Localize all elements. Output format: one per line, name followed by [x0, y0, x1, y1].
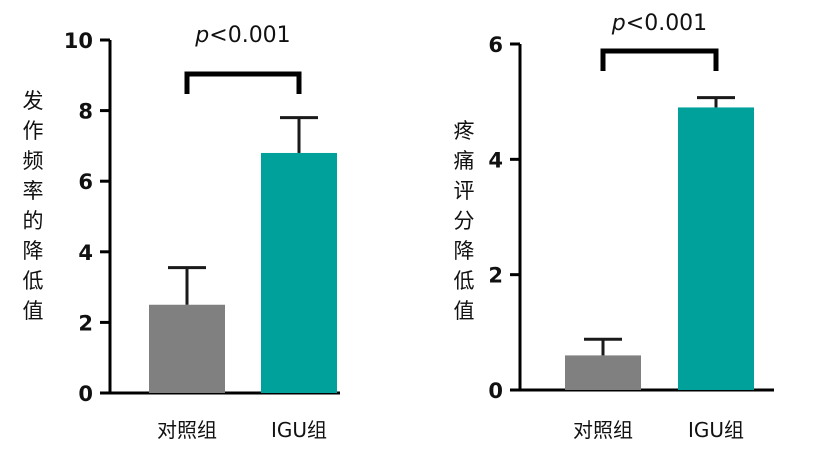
bar-igu: [678, 107, 754, 390]
y-tick-label: 2: [488, 264, 503, 288]
y-axis-label-char: 降: [23, 239, 44, 263]
y-tick-label: 4: [488, 148, 503, 172]
bar-control: [149, 304, 225, 393]
significance-label: p<0.001: [611, 11, 707, 36]
category-label: 对照组: [157, 418, 217, 442]
category-label: 对照组: [573, 418, 633, 442]
y-axis-label-char: 频: [23, 149, 44, 173]
y-axis-label-char: 值: [454, 299, 475, 323]
y-axis-ticks: 0 2 4 6: [488, 33, 520, 403]
y-axis-label-char: 评: [454, 179, 475, 203]
y-axis-label-char: 低: [23, 269, 44, 293]
significance-bracket: [184, 71, 302, 94]
y-axis-label-char: 疼: [454, 119, 475, 143]
category-label: IGU组: [271, 418, 327, 442]
y-axis-label-char: 降: [454, 239, 475, 263]
y-axis-label-char: 发: [23, 89, 44, 113]
y-tick-label: 2: [78, 311, 93, 335]
significance-prefix: p: [194, 23, 209, 48]
y-axis-label-char: 率: [23, 179, 44, 203]
y-axis-ticks: 0 2 4 6 8 10: [64, 29, 110, 406]
error-bars: [584, 96, 735, 356]
y-tick-label: 0: [78, 382, 93, 406]
y-axis-label: 发作频率的降低值: [23, 89, 44, 323]
y-tick-label: 10: [64, 29, 93, 53]
category-label: IGU组: [688, 418, 744, 442]
y-axis-label-char: 分: [454, 209, 475, 233]
y-axis-label-char: 低: [454, 269, 475, 293]
y-axis-label: 疼痛评分降低值: [454, 119, 475, 323]
significance-prefix: p: [611, 11, 626, 36]
significance-value: <0.001: [626, 11, 707, 36]
category-labels: 对照组 IGU组: [573, 418, 744, 442]
error-bars: [168, 116, 318, 305]
y-tick-label: 0: [488, 379, 503, 403]
bars: [149, 152, 337, 393]
chart-panel-frequency: 发作频率的降低值 0 2 4 6 8 10 p<0.001 对照组 IGU组: [23, 23, 340, 442]
chart-panel-pain-score: 疼痛评分降低值 0 2 4 6 p<0.001 对照组 IGU组: [454, 11, 774, 442]
y-axis-label-char: 值: [23, 299, 44, 323]
bar-igu: [261, 152, 337, 393]
y-tick-label: 4: [78, 241, 93, 265]
y-tick-label: 6: [488, 33, 503, 57]
y-tick-label: 6: [78, 170, 93, 194]
bars: [565, 107, 754, 390]
significance-label: p<0.001: [194, 23, 290, 48]
significance-value: <0.001: [209, 23, 290, 48]
y-axis-label-char: 痛: [454, 149, 475, 173]
y-axis-label-char: 的: [23, 209, 44, 233]
y-tick-label: 8: [78, 100, 93, 124]
significance-bracket: [600, 48, 719, 71]
bar-control: [565, 355, 641, 390]
category-labels: 对照组 IGU组: [157, 418, 327, 442]
y-axis-label-char: 作: [23, 119, 44, 143]
